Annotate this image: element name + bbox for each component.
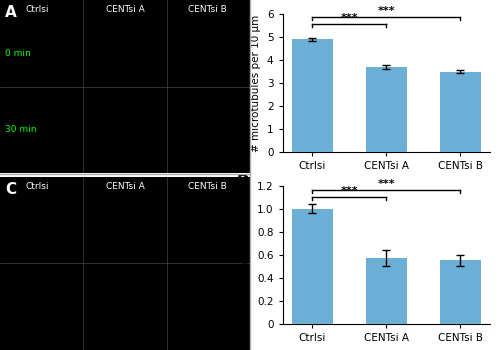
Text: 30 min: 30 min [5, 125, 36, 134]
Y-axis label: Relative intensity: Relative intensity [242, 209, 252, 300]
Bar [292, 209, 333, 324]
Y-axis label: # microtubules per 10 μm: # microtubules per 10 μm [252, 14, 262, 152]
Text: ***: *** [340, 13, 358, 23]
Text: CENTsi A: CENTsi A [106, 5, 144, 14]
Bar [292, 39, 333, 152]
Text: CENTsi B: CENTsi B [188, 5, 227, 14]
Text: CENTsi A: CENTsi A [106, 182, 144, 191]
Bar [440, 260, 480, 324]
Bar [440, 72, 480, 152]
Text: ***: *** [378, 179, 395, 189]
Text: Ctrlsi: Ctrlsi [26, 182, 49, 191]
Text: 0 min: 0 min [5, 49, 31, 57]
Text: D: D [237, 174, 250, 189]
Text: CENTsi B: CENTsi B [188, 182, 227, 191]
Text: C: C [5, 182, 16, 197]
Text: Ctrlsi: Ctrlsi [26, 5, 49, 14]
Text: A: A [5, 5, 17, 20]
Text: ***: *** [340, 186, 358, 196]
Bar [366, 67, 406, 152]
Text: ***: *** [378, 6, 395, 16]
Bar [366, 258, 406, 324]
Text: B: B [237, 3, 248, 18]
